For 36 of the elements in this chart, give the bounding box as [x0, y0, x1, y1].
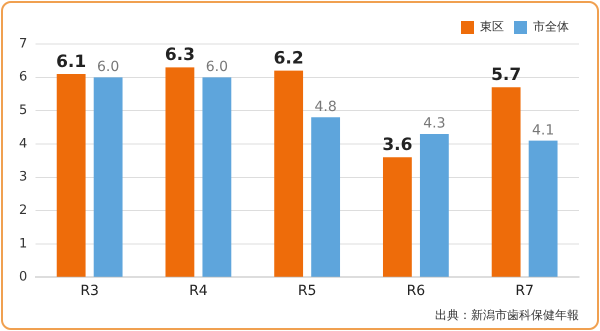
y-tick-label: 6 [18, 70, 28, 85]
data-label: 3.6 [382, 135, 412, 156]
y-tick-label: 1 [18, 236, 28, 252]
bar [492, 87, 521, 277]
legend-label: 東区 [480, 20, 504, 34]
bar [311, 117, 340, 277]
x-tick-label: R6 [406, 283, 426, 300]
bar [202, 77, 232, 277]
data-label: 6.3 [164, 45, 195, 66]
data-label: 6.0 [206, 58, 228, 75]
x-tick-label: R7 [515, 283, 534, 300]
bar [528, 140, 558, 277]
data-label: 6.2 [274, 48, 304, 69]
data-label: 6.1 [56, 52, 86, 72]
x-tick-label: R5 [298, 283, 316, 300]
bar [94, 77, 123, 277]
y-tick-label: 3 [18, 170, 28, 185]
bar [420, 134, 449, 277]
bar [274, 70, 304, 277]
data-label: 4.1 [532, 122, 554, 138]
y-tick-label: 5 [18, 103, 28, 118]
legend-label: 市全体 [533, 20, 569, 34]
data-label: 5.7 [491, 65, 522, 86]
source-note: 出典：新潟市歯科保健年報 [435, 308, 579, 322]
x-tick-label: R3 [80, 283, 99, 300]
bar [382, 157, 412, 277]
bar [165, 67, 194, 277]
data-label: 4.8 [314, 98, 337, 115]
data-label: 6.0 [97, 58, 120, 75]
data-label: 4.3 [423, 116, 446, 132]
x-tick-label: R4 [189, 283, 208, 300]
bar [56, 74, 86, 277]
y-tick-label: 7 [18, 36, 28, 52]
y-tick-label: 0 [18, 270, 28, 285]
y-tick-label: 4 [18, 136, 28, 152]
y-tick-label: 2 [18, 202, 28, 218]
